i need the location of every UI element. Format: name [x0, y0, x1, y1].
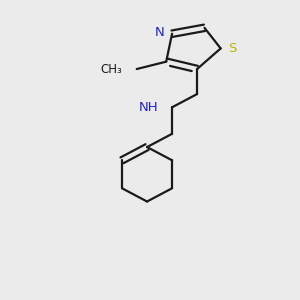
Text: CH₃: CH₃	[100, 63, 122, 76]
Text: NH: NH	[139, 101, 159, 114]
Text: S: S	[228, 42, 236, 55]
Text: N: N	[154, 26, 164, 39]
